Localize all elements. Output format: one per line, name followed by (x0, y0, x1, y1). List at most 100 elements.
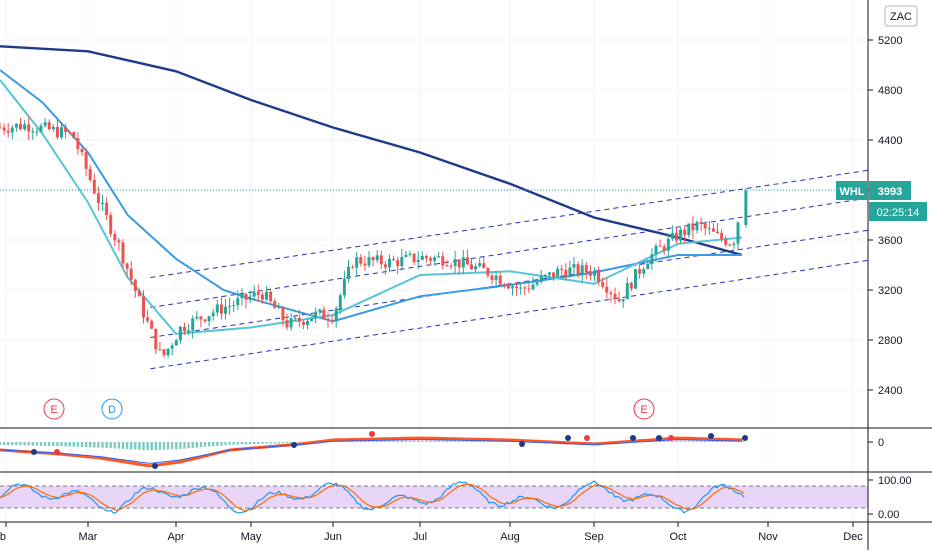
price-tick-label: 4800 (878, 85, 902, 97)
stochastic-k-line (0, 480, 745, 515)
candle-body (560, 268, 564, 271)
macd-histogram-bar (683, 440, 686, 442)
macd-histogram-bar (76, 442, 80, 447)
macd-histogram-bar (671, 440, 674, 442)
macd-histogram-bar (175, 442, 178, 450)
macd-histogram-bar (80, 442, 84, 447)
candle-body (429, 258, 432, 261)
parallel-channel[interactable] (150, 169, 869, 370)
macd-cross-dot (584, 435, 590, 441)
macd-pane (0, 431, 748, 469)
candle-body (625, 282, 629, 300)
candle-body (539, 276, 543, 283)
channel-line[interactable] (150, 259, 869, 370)
candle-body (35, 131, 39, 133)
candle-body (351, 266, 355, 268)
candle-body (142, 296, 145, 318)
candle-body (420, 256, 424, 260)
candle-body (576, 264, 580, 275)
channel-line[interactable] (150, 169, 869, 278)
candle-body (269, 291, 273, 302)
macd-histogram-bar (400, 440, 403, 442)
macd-histogram-bar (667, 440, 670, 442)
stochastic-band (0, 486, 868, 508)
price-tick-label: 5200 (878, 35, 902, 47)
month-label: Mar (79, 531, 98, 543)
candle-body (166, 348, 170, 356)
last-price-label: 3993 (878, 186, 902, 198)
candle-body (498, 275, 502, 285)
macd-histogram-bar (134, 442, 137, 450)
candle-body (88, 168, 92, 180)
stochastic-axis[interactable]: 100.00 0.00 (868, 475, 912, 521)
candle-body (449, 265, 453, 267)
candle-body (437, 256, 441, 258)
macd-histogram-bar (248, 442, 252, 445)
candle-body (154, 328, 158, 350)
macd-histogram-bar (121, 442, 125, 449)
candle-body (527, 288, 531, 290)
candle-body (306, 321, 309, 325)
macd-histogram-bar (388, 440, 391, 442)
candle-body (240, 293, 244, 299)
candle-body (424, 256, 428, 259)
candle-body (597, 270, 601, 283)
candle-body (109, 215, 113, 235)
candle-body (408, 253, 412, 255)
macd-histogram-bar (89, 442, 92, 448)
event-marker[interactable]: E (633, 398, 655, 420)
currency-badge[interactable]: ZAC (884, 5, 918, 27)
month-label: Aug (500, 531, 520, 543)
macd-histogram-bar (142, 442, 145, 451)
candle-body (0, 127, 2, 129)
macd-histogram-bar (257, 442, 260, 444)
macd-histogram-bar (195, 442, 198, 448)
candle-body (478, 263, 482, 267)
candle-body (170, 345, 174, 349)
macd-histogram-bar (281, 442, 285, 444)
time-axis[interactable]: eb Mar Apr May Jun Jul Aug Sep Oct Nov Dec (0, 522, 863, 543)
candle-body (683, 229, 687, 236)
event-marker[interactable]: D (101, 398, 123, 420)
macd-histogram-bar (269, 442, 272, 444)
macd-histogram-bar (101, 442, 104, 448)
event-marker-letter: E (50, 404, 57, 416)
macd-histogram-bar (138, 442, 141, 450)
candle-body (367, 257, 371, 266)
macd-histogram-bar (404, 440, 408, 442)
candle-body (236, 298, 240, 305)
channel-line[interactable] (150, 197, 869, 308)
candle-body (23, 124, 27, 130)
candle-body (556, 268, 560, 277)
macd-histogram-bar (191, 442, 194, 448)
macd-histogram-bar (449, 440, 453, 442)
candle-body (658, 245, 662, 247)
macd-histogram-bar (39, 442, 43, 446)
macd-histogram-bar (679, 440, 682, 442)
candle-body (174, 340, 178, 346)
event-marker[interactable]: E (43, 398, 65, 420)
macd-histogram-bar (421, 440, 424, 442)
macd-histogram-bar (716, 441, 719, 442)
candle-body (371, 257, 375, 261)
candle-body (564, 270, 568, 277)
month-label: May (241, 531, 262, 543)
candle-body (707, 228, 711, 230)
candle-body (416, 259, 420, 262)
macd-histogram-bar (179, 442, 182, 449)
macd-histogram-bar (84, 442, 88, 448)
macd-histogram-bar (351, 441, 354, 442)
macd-histogram-bar (384, 440, 387, 442)
macd-cross-dot (630, 435, 636, 441)
candle-body (129, 268, 133, 280)
month-label: Jun (324, 531, 342, 543)
price-tick-label: 2800 (878, 335, 902, 347)
candle-body (121, 242, 125, 264)
candle-body (506, 285, 510, 289)
channel-line[interactable] (150, 229, 869, 338)
macd-axis[interactable]: 0 (868, 437, 884, 449)
stochastic-pane (0, 480, 745, 515)
